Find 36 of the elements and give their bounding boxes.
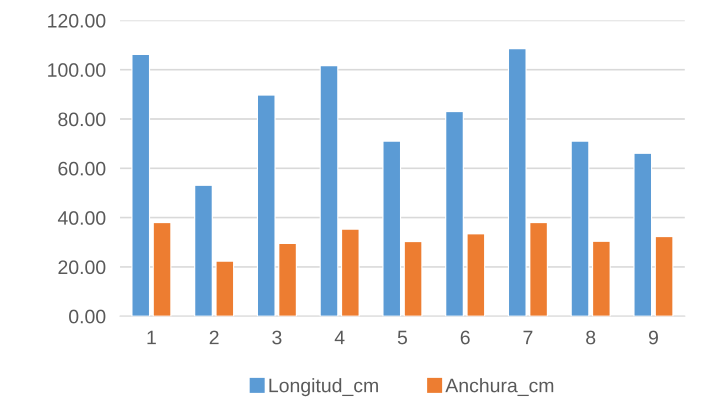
bar bbox=[340, 228, 360, 316]
y-tick-label: 120.00 bbox=[48, 14, 106, 28]
bar bbox=[654, 236, 674, 316]
bar bbox=[152, 222, 172, 316]
x-tick-label: 5 bbox=[398, 330, 408, 344]
bar bbox=[445, 111, 464, 316]
bar bbox=[278, 242, 297, 316]
bar bbox=[529, 222, 548, 316]
bar bbox=[508, 48, 527, 316]
x-tick-label: 7 bbox=[524, 330, 532, 344]
x-tick-label: 6 bbox=[460, 330, 470, 344]
x-tick-label: 2 bbox=[210, 330, 219, 344]
y-tick-label: 40.00 bbox=[58, 211, 106, 225]
bar bbox=[592, 240, 611, 316]
y-tick-label: 100.00 bbox=[48, 63, 106, 77]
x-tick-label: 9 bbox=[648, 330, 658, 344]
bar bbox=[320, 65, 338, 316]
y-tick-label: 0.00 bbox=[69, 310, 106, 324]
x-tick-label: 3 bbox=[272, 330, 282, 344]
bar bbox=[570, 140, 590, 316]
y-tick-label: 20.00 bbox=[58, 260, 106, 274]
bar bbox=[215, 260, 234, 316]
legend-label: Anchura_cm bbox=[445, 378, 554, 396]
bar bbox=[633, 152, 652, 316]
bar bbox=[404, 240, 422, 316]
x-tick-label: 8 bbox=[586, 330, 596, 344]
bar bbox=[256, 94, 276, 316]
bar bbox=[466, 233, 486, 316]
y-tick-label: 60.00 bbox=[58, 162, 106, 176]
bar bbox=[194, 184, 213, 316]
bar bbox=[382, 140, 402, 316]
x-tick-label: 1 bbox=[147, 330, 156, 344]
bar bbox=[131, 54, 150, 316]
x-tick-label: 4 bbox=[334, 330, 345, 344]
legend-label: Longitud_cm bbox=[269, 378, 378, 396]
y-tick-label: 80.00 bbox=[58, 112, 106, 126]
